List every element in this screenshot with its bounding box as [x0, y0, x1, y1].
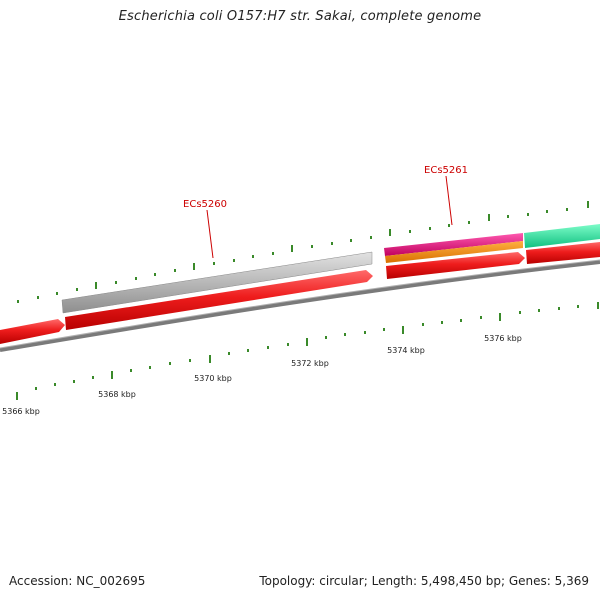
gene-label-ecs5261[interactable]: ECs5261: [424, 165, 468, 226]
genes-label: Genes:: [508, 574, 551, 588]
cds-red-arrow-2[interactable]: [65, 270, 373, 330]
ruler-label: 5368 kbp: [98, 390, 136, 399]
ruler-label: 5374 kbp: [387, 346, 425, 355]
genes-value: 5,369: [554, 574, 589, 588]
ruler-label: 5376 kbp: [484, 334, 522, 343]
ruler-label: 5370 kbp: [194, 374, 232, 383]
outer-tick-row: [17, 201, 589, 303]
accession-value: NC_002695: [76, 574, 146, 588]
topology-label: Topology:: [259, 574, 316, 588]
topology-value: circular: [319, 574, 364, 588]
genome-summary: Topology: circular; Length: 5,498,450 bp…: [259, 574, 589, 588]
gene-label-ecs5261-text: ECs5261: [424, 165, 468, 176]
cds-orange[interactable]: [385, 241, 523, 263]
cds-teal[interactable]: [524, 224, 600, 248]
ruler-label: 5366 kbp: [2, 407, 40, 416]
gene-label-ecs5260-text: ECs5260: [183, 199, 227, 210]
length-value: 5,498,450 bp: [420, 574, 501, 588]
genome-title: Escherichia coli O157:H7 str. Sakai, com…: [118, 9, 482, 24]
gene-label-ecs5260[interactable]: ECs5260: [183, 199, 227, 259]
accession-info: Accession: NC_002695: [9, 574, 145, 588]
ruler-label: 5372 kbp: [291, 359, 329, 368]
cds-gray-ecs5260[interactable]: [61, 251, 373, 314]
cds-red-arrow-4[interactable]: [526, 242, 600, 264]
cds-red-arrow-3[interactable]: [386, 252, 525, 279]
genome-backbone: [0, 260, 600, 352]
inner-tick-row: [16, 302, 599, 400]
length-label: Length:: [371, 574, 418, 588]
cds-magenta-ecs5261[interactable]: [384, 233, 523, 256]
accession-label: Accession:: [9, 574, 73, 588]
cds-red-arrow-1[interactable]: [0, 319, 65, 344]
ruler-labels: 5366 kbp 5368 kbp 5370 kbp 5372 kbp 5374…: [2, 334, 522, 416]
